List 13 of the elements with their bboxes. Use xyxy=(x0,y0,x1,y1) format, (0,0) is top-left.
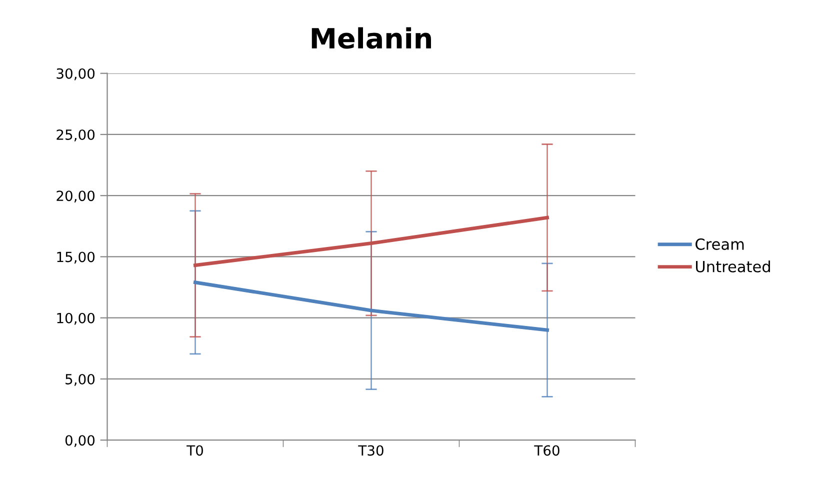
x-tick-label: T30 xyxy=(358,445,384,456)
x-tick-label: T60 xyxy=(534,445,560,456)
y-tick-label: 10,00 xyxy=(57,312,95,325)
y-tick-label: 15,00 xyxy=(57,252,95,264)
y-tick-label: 20,00 xyxy=(56,190,95,202)
legend-label: Cream xyxy=(696,238,744,250)
x-tick-label: T0 xyxy=(186,445,203,456)
legend-label: Untreated xyxy=(696,260,770,272)
chart-title: Melanin xyxy=(312,27,431,49)
y-tick-label: 5,00 xyxy=(66,374,95,386)
y-tick-label: 30,00 xyxy=(56,68,95,80)
y-tick-label: 25,00 xyxy=(56,129,95,142)
y-tick-label: 0,00 xyxy=(65,435,95,447)
